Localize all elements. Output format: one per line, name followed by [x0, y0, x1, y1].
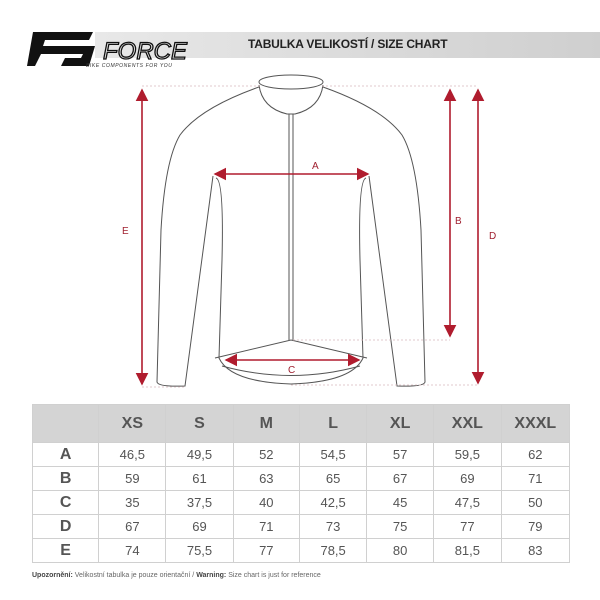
- table-cell: 42,5: [299, 490, 368, 515]
- jacket-diagram: A B C D E: [122, 74, 496, 388]
- table-cell: 57: [366, 442, 435, 467]
- brand-text: FORCE: [103, 38, 188, 65]
- column-header: XXL: [433, 404, 502, 443]
- column-header: S: [165, 404, 234, 443]
- table-cell: 71: [232, 514, 301, 539]
- size-table: XS S M L XL XXL XXXL A 46,5 49,5 52 54,5 57 59…: [31, 404, 571, 563]
- table-cell: 77: [433, 514, 502, 539]
- table-cell: 83: [500, 538, 571, 563]
- table-cell: 71: [500, 466, 571, 491]
- column-header: XL: [366, 404, 435, 443]
- warning-note: Upozornění: Velikostní tabulka je pouze …: [32, 572, 321, 579]
- column-header: XS: [98, 404, 167, 443]
- table-cell: 54,5: [299, 442, 368, 467]
- table-cell: 67: [366, 466, 435, 491]
- row-label: D: [31, 514, 100, 539]
- table-row: D 67 69 71 73 75 77 79: [31, 514, 571, 539]
- tagline: BIKE COMPONENTS FOR YOU: [86, 63, 173, 69]
- table-cell: 74: [98, 538, 167, 563]
- table-cell: 40: [232, 490, 301, 515]
- header-bar: [95, 32, 600, 58]
- table-cell: 59,5: [433, 442, 502, 467]
- table-cell: 46,5: [98, 442, 167, 467]
- table-row: B 59 61 63 65 67 69 71: [31, 466, 571, 491]
- table-row: C 35 37,5 40 42,5 45 47,5 50: [31, 490, 571, 515]
- table-cell: 59: [98, 466, 167, 491]
- measurement-arrows: [135, 88, 485, 386]
- table-cell: 81,5: [433, 538, 502, 563]
- table-cell: 75: [366, 514, 435, 539]
- table-cell: 52: [232, 442, 301, 467]
- warning-en-label: Warning:: [196, 572, 227, 579]
- table-cell: 78,5: [299, 538, 368, 563]
- table-cell: 69: [165, 514, 234, 539]
- table-cell: 65: [299, 466, 368, 491]
- table-cell: 80: [366, 538, 435, 563]
- warning-en-text: Size chart is just for reference: [226, 572, 321, 579]
- table-cell: 49,5: [165, 442, 234, 467]
- table-cell: 61: [165, 466, 234, 491]
- label-a: A: [312, 161, 319, 172]
- table-cell: 75,5: [165, 538, 234, 563]
- row-label: B: [31, 466, 100, 491]
- table-cell: 67: [98, 514, 167, 539]
- label-d: D: [489, 231, 496, 242]
- warning-cz-text: Velikostní tabulka je pouze orientační /: [72, 572, 197, 579]
- column-header: XXXL: [500, 404, 571, 443]
- table-cell: 35: [98, 490, 167, 515]
- row-label: A: [31, 442, 100, 467]
- table-cell: 47,5: [433, 490, 502, 515]
- label-b: B: [455, 216, 462, 227]
- jacket-outline: [156, 74, 426, 387]
- table-header-row: XS S M L XL XXL XXXL: [31, 404, 571, 443]
- table-row: A 46,5 49,5 52 54,5 57 59,5 62: [31, 442, 571, 467]
- force-logo: FORCE: [27, 32, 189, 66]
- table-cell: 79: [500, 514, 571, 539]
- guide-lines: [142, 85, 478, 388]
- table-cell: 37,5: [165, 490, 234, 515]
- table-cell: 73: [299, 514, 368, 539]
- table-cell: 63: [232, 466, 301, 491]
- warning-cz-label: Upozornění:: [32, 572, 73, 579]
- table-cell: 69: [433, 466, 502, 491]
- label-c: C: [288, 365, 295, 376]
- row-label: C: [31, 490, 100, 515]
- label-e: E: [122, 226, 129, 237]
- table-cell: 50: [500, 490, 571, 515]
- column-header: L: [299, 404, 368, 443]
- table-row: E 74 75,5 77 78,5 80 81,5 83: [31, 538, 571, 563]
- table-cell: 77: [232, 538, 301, 563]
- table-cell: 45: [366, 490, 435, 515]
- page-title: TABULKA VELIKOSTÍ / SIZE CHART: [248, 37, 448, 51]
- header-corner: [31, 404, 100, 443]
- table-cell: 62: [500, 442, 571, 467]
- column-header: M: [232, 404, 301, 443]
- row-label: E: [31, 538, 100, 563]
